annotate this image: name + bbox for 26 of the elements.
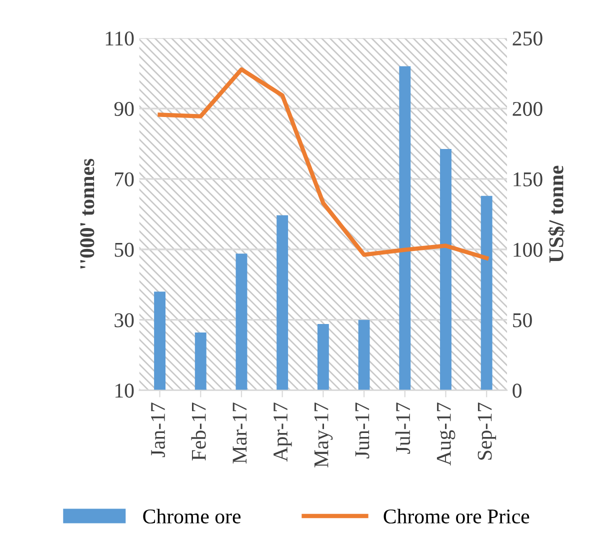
y2-tick-label: 100 [514, 242, 542, 257]
y2-tick-label: 200 [512, 102, 542, 116]
y2-tick-label: 150 [514, 172, 542, 186]
y2-tick-label: 0 [512, 384, 522, 398]
x-tick-label: Feb-17 [191, 402, 206, 460]
y-tick-label: 70 [115, 172, 134, 186]
x-tick-label: Apr-17 [274, 402, 292, 462]
x-tick-label: Jan-17 [151, 402, 165, 458]
y2-tick-label: 50 [513, 313, 532, 328]
y-tick-label: 10 [115, 384, 134, 398]
line-series [158, 67, 489, 260]
y2-tick-label: 250 [512, 31, 542, 46]
x-tick-label: Jun-17 [355, 402, 370, 458]
y-tick-label: 30 [114, 313, 134, 328]
legend-label: Chrome ore Price [384, 508, 530, 524]
y2-axis-title: US$/ tonne [548, 166, 565, 263]
y-tick-label: 110 [106, 31, 134, 46]
y-tick-label: 50 [114, 242, 134, 257]
x-tick-label: Sep-17 [478, 402, 496, 460]
y-tick-label: 90 [114, 102, 134, 116]
x-tick-label: Jul-17 [395, 402, 410, 454]
y-axis-title: ''000' tonnes [80, 158, 94, 268]
legend-label: Chrome ore [143, 508, 241, 524]
x-tick-label: May-17 [314, 402, 333, 468]
x-tick-label: Aug-17 [436, 402, 456, 466]
x-tick-label: Mar-17 [232, 402, 247, 464]
